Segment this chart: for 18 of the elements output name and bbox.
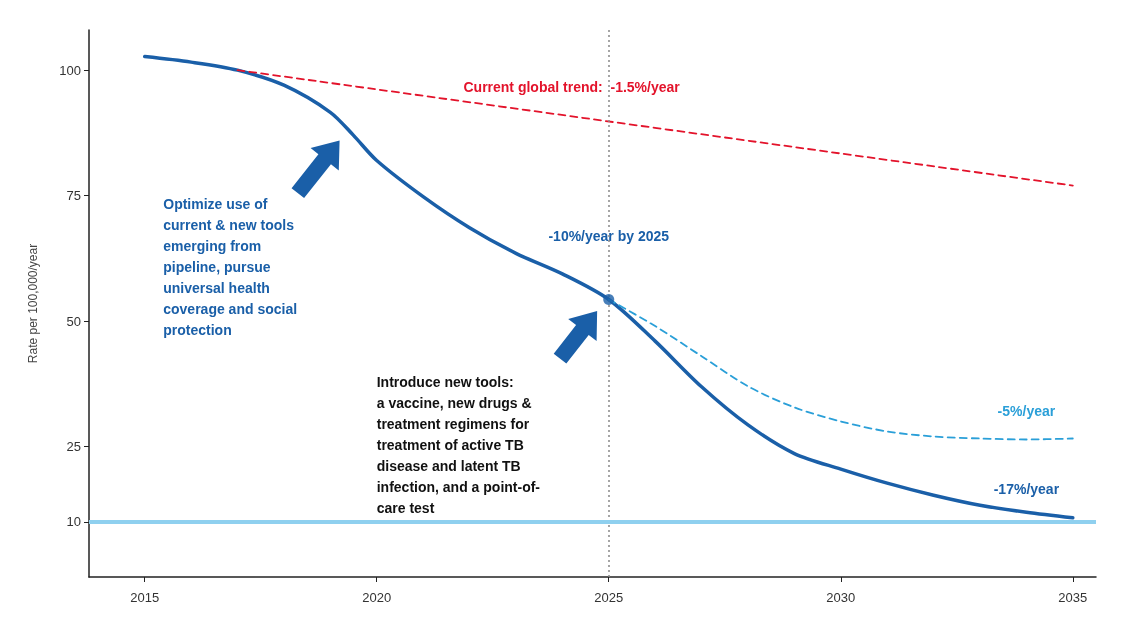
annotation: -5%/year	[997, 403, 1056, 420]
x-tick-label: 2035	[1058, 590, 1088, 605]
x-tick-label: 2030	[826, 590, 856, 605]
annotation: Current global trend: -1.5%/year	[463, 78, 681, 95]
annotation: -17%/year	[993, 480, 1060, 497]
x-tick-label: 2025	[594, 590, 624, 605]
y-tick-label: 75	[66, 188, 81, 204]
y-tick-label: 100	[59, 62, 81, 78]
y-tick-label: 10	[66, 514, 81, 530]
annotation: -10%/year by 2025	[548, 227, 670, 244]
x-tick-label: 2015	[130, 590, 160, 605]
x-tick-label: 2020	[362, 590, 392, 605]
y-tick-label: 25	[66, 439, 81, 455]
annotation: Optimize use of current & new tools emerging from pipeline, pursue universal health coverage and social protection	[163, 195, 298, 338]
y-axis-title: Rate per 100,000/year	[26, 243, 40, 364]
y-tick-label: 50	[66, 313, 81, 329]
line-series	[142, 54, 1075, 520]
annotation: Introduce new tools: a vaccine, new drugs & treatment regimens for treatment of active TB disease and latent TB infection, and a point-of- care test	[376, 373, 541, 516]
